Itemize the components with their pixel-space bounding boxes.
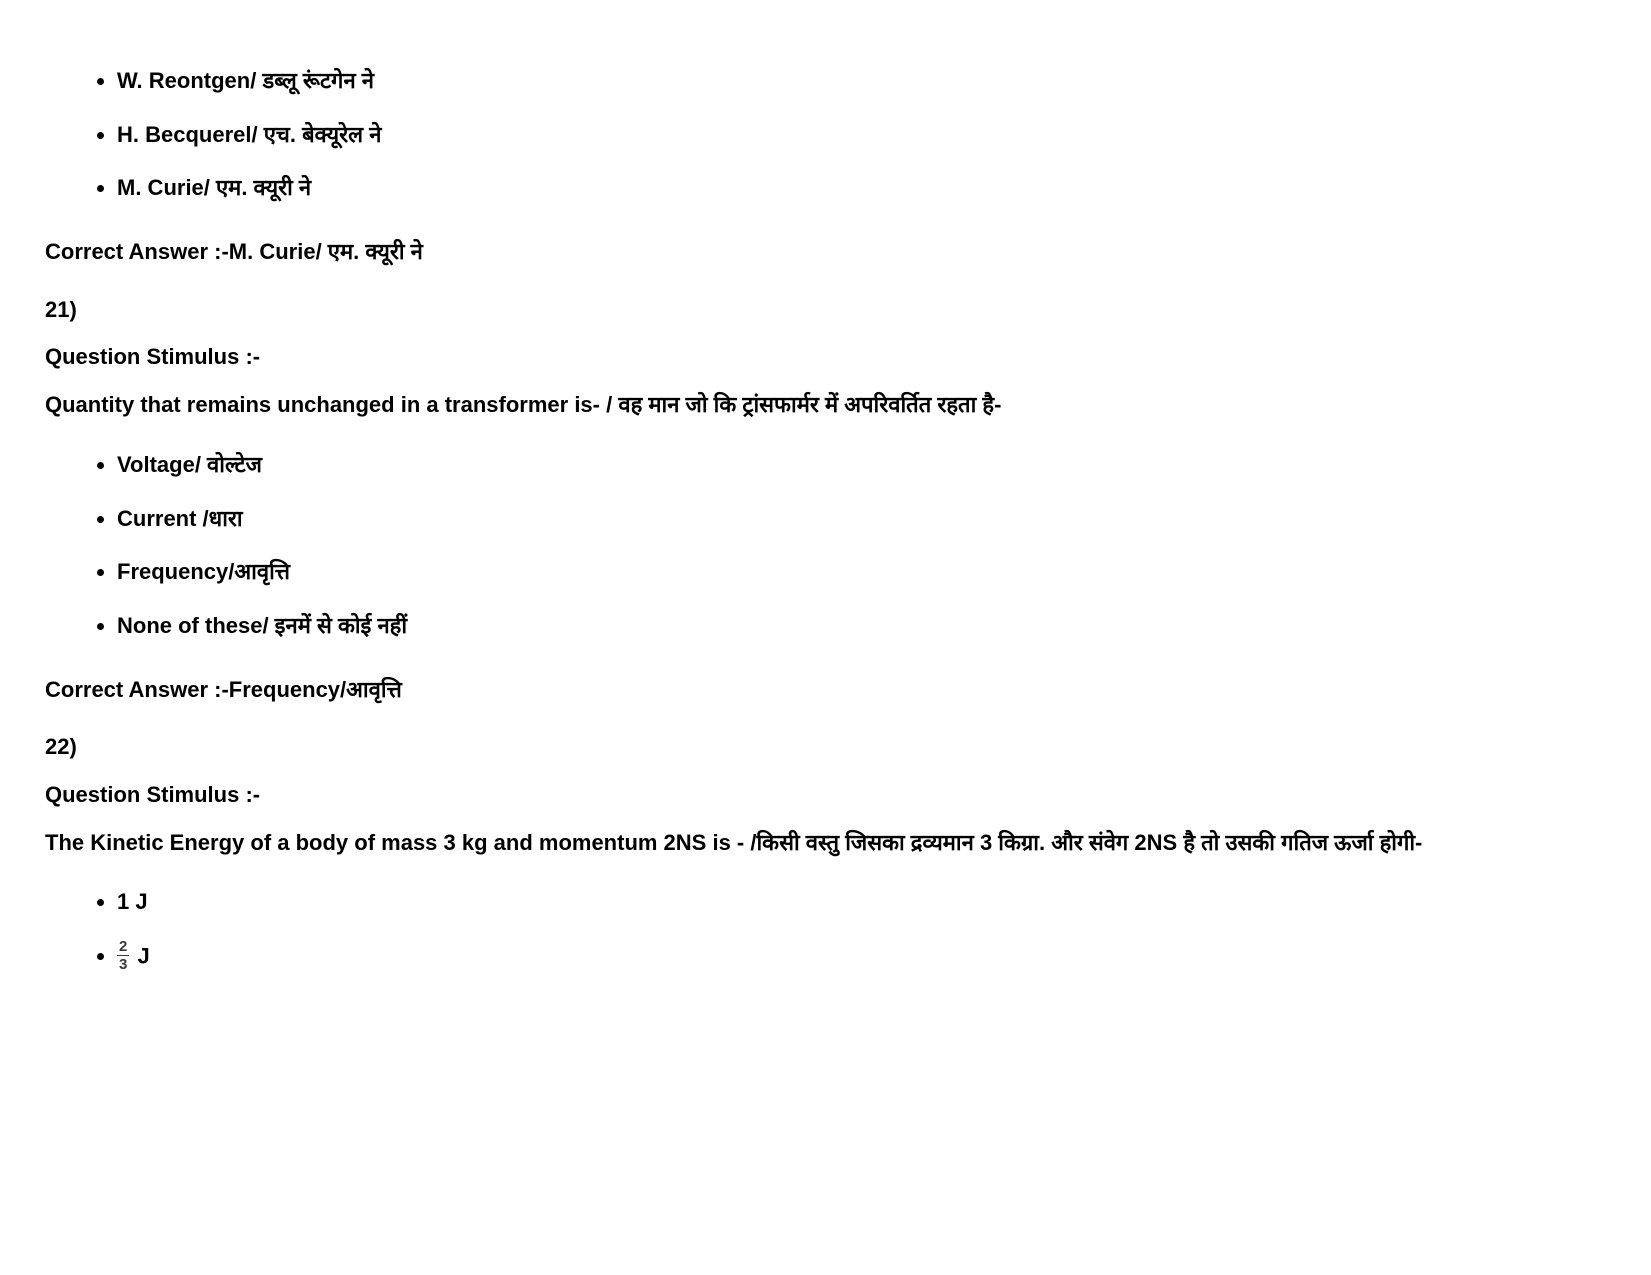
option-item: Frequency/आवृत्ति (117, 545, 1606, 599)
correct-answer-label: Correct Answer :- (45, 677, 229, 702)
fraction: 2 3 (117, 939, 129, 972)
question-number-22: 22) (45, 732, 1606, 762)
correct-answer-label: Correct Answer :- (45, 239, 229, 264)
question-stimulus-label: Question Stimulus :- (45, 780, 1606, 810)
question-stimulus-text-22: The Kinetic Energy of a body of mass 3 k… (45, 828, 1606, 858)
fraction-numerator: 2 (117, 939, 129, 955)
option-item: Voltage/ वोल्टेज (117, 438, 1606, 492)
option-item: M. Curie/ एम. क्यूरी ने (117, 161, 1606, 215)
question-number-21: 21) (45, 295, 1606, 325)
correct-answer-value: Frequency/आवृत्ति (229, 677, 402, 702)
question-22-options: 1 J 2 3 J (45, 875, 1606, 986)
correct-answer-20: Correct Answer :-M. Curie/ एम. क्यूरी ने (45, 237, 1606, 267)
fraction-denominator: 3 (117, 955, 129, 972)
question-20-options: W. Reontgen/ डब्लू रूंटगेन ने H. Becquer… (45, 54, 1606, 215)
option-item: H. Becquerel/ एच. बेक्यूरेल ने (117, 108, 1606, 162)
option-item: Current /धारा (117, 492, 1606, 546)
option-item: None of these/ इनमें से कोई नहीं (117, 599, 1606, 653)
question-stimulus-text-21: Quantity that remains unchanged in a tra… (45, 390, 1606, 420)
option-item-fraction: 2 3 J (117, 929, 1606, 986)
option-item: W. Reontgen/ डब्लू रूंटगेन ने (117, 54, 1606, 108)
question-21-options: Voltage/ वोल्टेज Current /धारा Frequency… (45, 438, 1606, 653)
correct-answer-value: M. Curie/ एम. क्यूरी ने (229, 239, 423, 264)
correct-answer-21: Correct Answer :-Frequency/आवृत्ति (45, 675, 1606, 705)
question-stimulus-label: Question Stimulus :- (45, 342, 1606, 372)
option-item: 1 J (117, 875, 1606, 929)
fraction-suffix: J (131, 943, 149, 968)
